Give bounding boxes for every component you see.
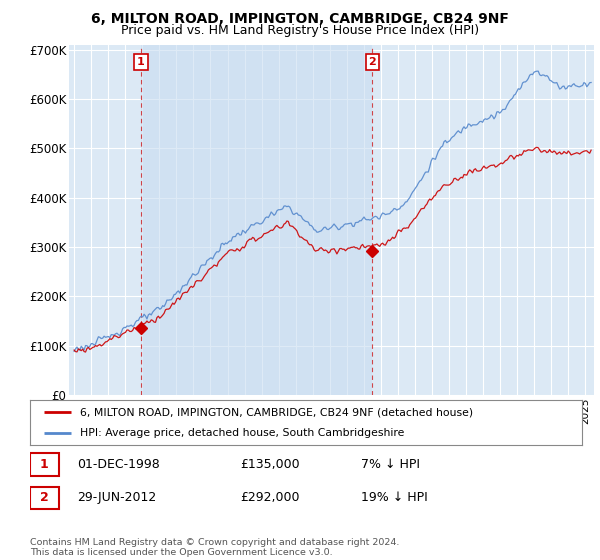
Text: 1: 1 bbox=[40, 458, 49, 471]
Text: £292,000: £292,000 bbox=[240, 491, 299, 505]
Text: £135,000: £135,000 bbox=[240, 458, 299, 471]
Text: 01-DEC-1998: 01-DEC-1998 bbox=[77, 458, 160, 471]
Text: 1: 1 bbox=[137, 57, 145, 67]
Bar bbox=[30, 453, 59, 475]
Text: 6, MILTON ROAD, IMPINGTON, CAMBRIDGE, CB24 9NF: 6, MILTON ROAD, IMPINGTON, CAMBRIDGE, CB… bbox=[91, 12, 509, 26]
Bar bbox=[141, 45, 373, 395]
Bar bbox=[30, 487, 59, 509]
Text: 2: 2 bbox=[368, 57, 376, 67]
Text: 19% ↓ HPI: 19% ↓ HPI bbox=[361, 491, 428, 505]
Text: 2: 2 bbox=[40, 491, 49, 505]
Text: HPI: Average price, detached house, South Cambridgeshire: HPI: Average price, detached house, Sout… bbox=[80, 428, 404, 438]
Text: 6, MILTON ROAD, IMPINGTON, CAMBRIDGE, CB24 9NF (detached house): 6, MILTON ROAD, IMPINGTON, CAMBRIDGE, CB… bbox=[80, 408, 473, 418]
Text: 29-JUN-2012: 29-JUN-2012 bbox=[77, 491, 156, 505]
Text: Contains HM Land Registry data © Crown copyright and database right 2024.
This d: Contains HM Land Registry data © Crown c… bbox=[30, 538, 400, 557]
Text: Price paid vs. HM Land Registry's House Price Index (HPI): Price paid vs. HM Land Registry's House … bbox=[121, 24, 479, 36]
Text: 7% ↓ HPI: 7% ↓ HPI bbox=[361, 458, 420, 471]
